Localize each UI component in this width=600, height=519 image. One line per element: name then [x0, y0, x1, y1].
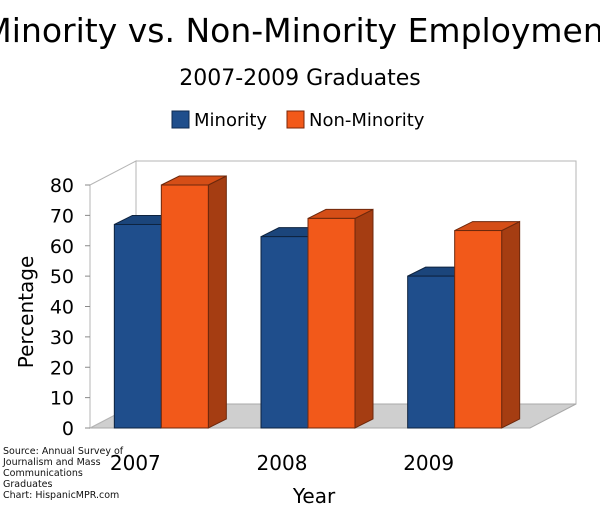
y-axis-label: Percentage	[14, 256, 38, 369]
y-tick-label: 80	[50, 175, 74, 197]
bars	[113, 175, 521, 429]
legend: Minority Non-Minority	[171, 110, 425, 131]
source-line: Journalism and Mass	[3, 457, 101, 468]
source-note: Source: Annual Survey of Journalism and …	[3, 446, 133, 501]
x-axis-label: Year	[292, 484, 336, 508]
source-line: Communications	[3, 468, 83, 479]
bar-non-minority-2009	[454, 220, 521, 429]
bar-non-minority-2007	[160, 175, 227, 429]
y-tick-label: 60	[50, 236, 74, 258]
x-axis-ticks: 2007 2008 2009	[110, 451, 454, 475]
y-tick-label: 50	[50, 266, 74, 288]
legend-label-non-minority: Non-Minority	[309, 110, 425, 131]
legend-swatch-non-minority	[286, 110, 305, 129]
source-line: Source: Annual Survey of	[3, 446, 124, 457]
y-tick-label: 20	[50, 357, 74, 379]
legend-swatch-minority	[171, 110, 190, 129]
y-tick-label: 70	[50, 205, 74, 227]
chart-title: Minority vs. Non-Minority Employment	[0, 11, 600, 50]
y-tick-label: 40	[50, 297, 74, 319]
y-tick-label: 30	[50, 327, 74, 349]
legend-label-minority: Minority	[194, 110, 267, 131]
x-tick-label: 2007	[110, 451, 161, 475]
chart-subtitle: 2007-2009 Graduates	[179, 66, 421, 91]
x-tick-label: 2009	[403, 451, 454, 475]
x-tick-label: 2008	[257, 451, 308, 475]
y-tick-label: 0	[62, 418, 74, 440]
y-axis-ticks: 0 10 20 30 40 50 60 70 80	[50, 175, 90, 440]
bar-non-minority-2008	[307, 208, 374, 429]
source-line: Chart: HispanicMPR.com	[3, 490, 120, 501]
y-tick-label: 10	[50, 388, 74, 410]
source-line: Graduates	[3, 479, 53, 490]
